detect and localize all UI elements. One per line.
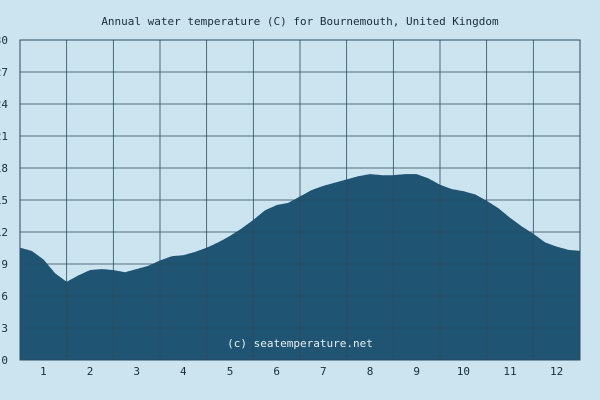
x-tick-label: 3 <box>133 365 140 378</box>
x-tick-label: 4 <box>180 365 187 378</box>
watermark-text: (c) seatemperature.net <box>227 337 373 350</box>
x-tick-label: 10 <box>457 365 470 378</box>
x-tick-label: 12 <box>550 365 563 378</box>
y-tick-label: 0 <box>1 354 8 367</box>
y-tick-label: 6 <box>1 290 8 303</box>
chart-title: Annual water temperature (C) for Bournem… <box>101 15 499 28</box>
y-tick-label: 12 <box>0 226 8 239</box>
x-tick-label: 9 <box>413 365 420 378</box>
y-tick-label: 21 <box>0 130 8 143</box>
x-tick-label: 1 <box>40 365 47 378</box>
y-tick-label: 30 <box>0 34 8 47</box>
x-tick-label: 2 <box>87 365 94 378</box>
y-tick-label: 18 <box>0 162 8 175</box>
plot-frame <box>19 39 581 361</box>
x-tick-label: 11 <box>503 365 516 378</box>
y-tick-label: 9 <box>1 258 8 271</box>
y-tick-label: 15 <box>0 194 8 207</box>
x-tick-label: 5 <box>227 365 234 378</box>
x-tick-labels: 1 2 3 4 5 6 7 8 9 10 11 12 <box>40 365 563 378</box>
x-tick-label: 8 <box>367 365 374 378</box>
x-tick-label: 6 <box>273 365 280 378</box>
y-tick-label: 27 <box>0 66 8 79</box>
y-tick-label: 24 <box>0 98 8 111</box>
y-tick-labels: 0 3 6 9 12 15 18 21 24 27 30 <box>0 34 8 367</box>
x-tick-label: 7 <box>320 365 327 378</box>
y-tick-label: 3 <box>1 322 8 335</box>
